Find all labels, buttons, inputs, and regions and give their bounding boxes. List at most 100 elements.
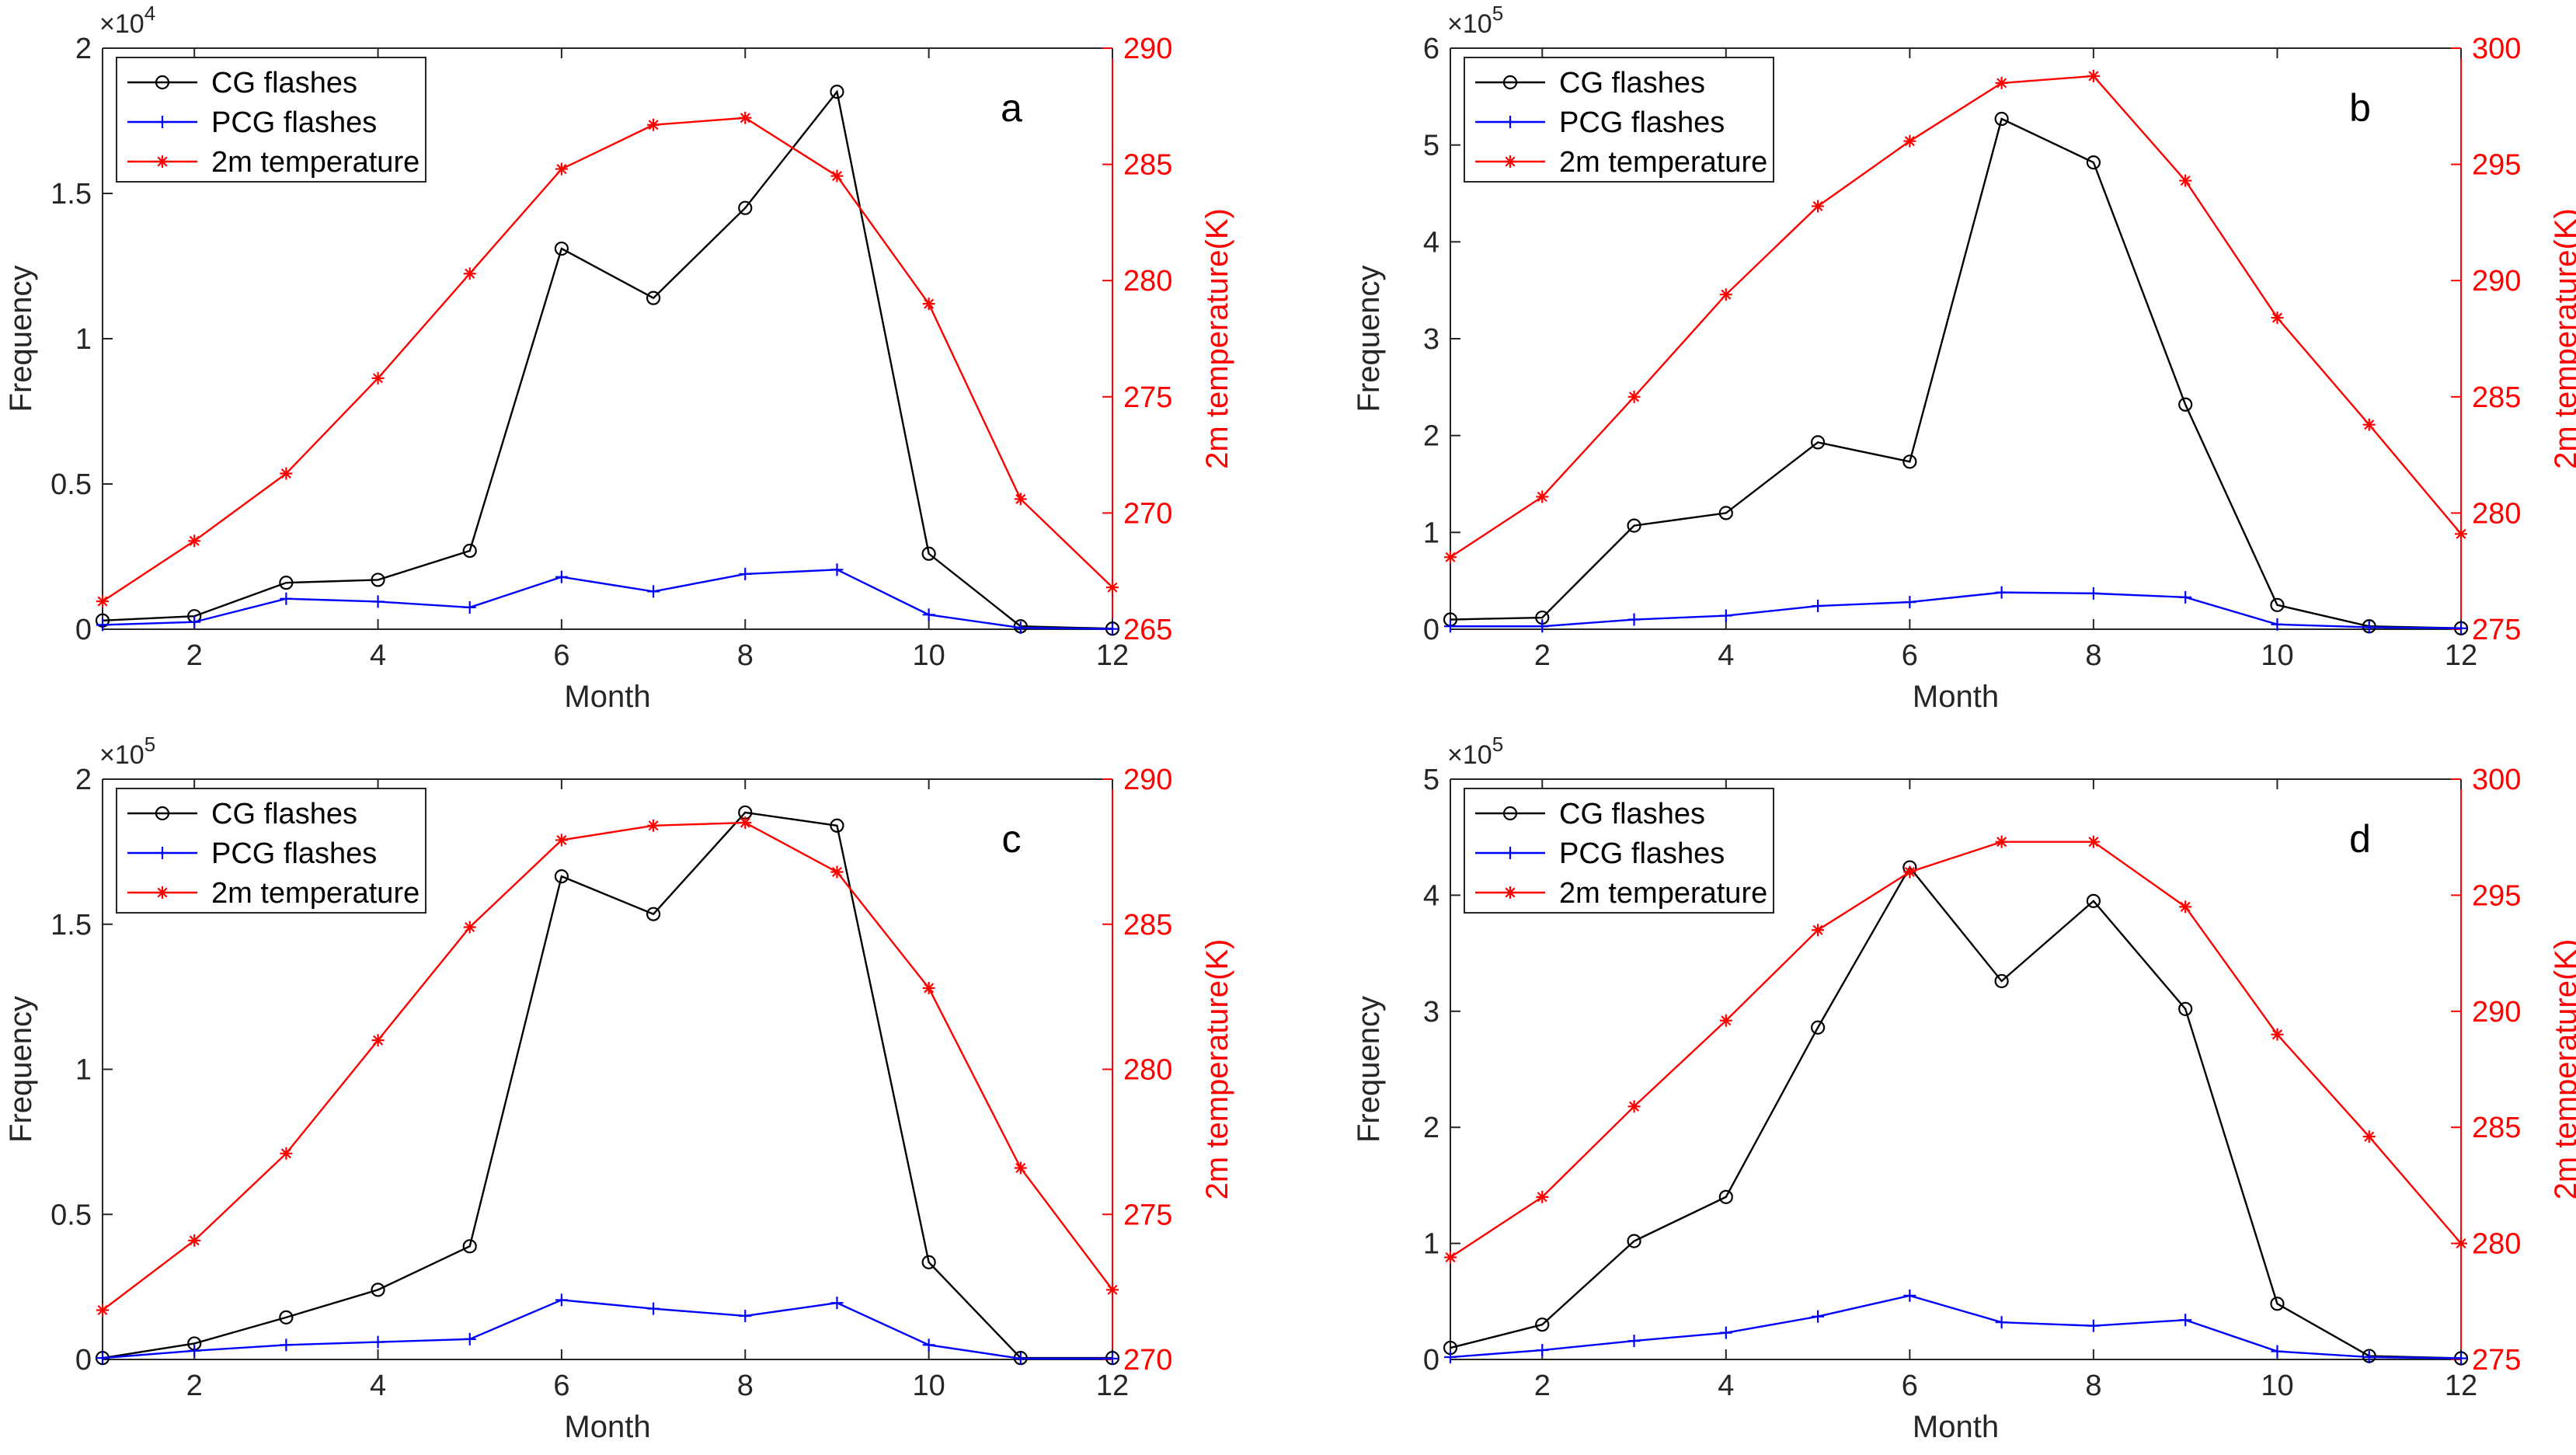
data-point — [188, 534, 201, 548]
data-point — [2362, 621, 2376, 634]
y2-tick-label: 295 — [2472, 879, 2521, 912]
y-tick-label: 2 — [1423, 1112, 1439, 1144]
series-line — [1450, 75, 2462, 559]
data-point — [830, 1297, 844, 1310]
data-point — [279, 576, 294, 590]
y2-tick-label: 290 — [1123, 764, 1172, 796]
data-point — [462, 543, 477, 559]
data-point — [739, 816, 752, 830]
data-point — [280, 467, 293, 480]
legend-label: PCG flashes — [211, 106, 377, 139]
data-point — [646, 907, 661, 921]
data-point — [2178, 397, 2193, 412]
y-exponent-label: ×105 — [1447, 733, 1503, 770]
chart-panel-d: 2 4 6 8 10 12012345275280285290295300×105Mont… — [1352, 733, 2576, 1444]
x-axis-label: Month — [1913, 1410, 1999, 1444]
data-point — [739, 567, 752, 580]
data-point — [1536, 620, 1549, 633]
y-exponent-base: ×10 — [99, 740, 144, 770]
x-tick-label: 6 — [1902, 1370, 1918, 1402]
y-exponent-power: 5 — [1492, 2, 1503, 25]
legend-label: 2m temperature — [1559, 877, 1767, 910]
series-line — [102, 89, 1113, 630]
series-line — [1450, 117, 2462, 629]
legend-marker — [156, 886, 169, 899]
data-point — [555, 1293, 568, 1307]
data-point — [1995, 1316, 2008, 1329]
y2-axis-label: 2m temperature(K) — [2549, 939, 2576, 1200]
series-pcg-flashes — [1444, 1289, 2467, 1365]
data-point — [1719, 609, 1732, 622]
y2-tick-label: 290 — [1123, 33, 1172, 65]
legend-entry: CG flashes — [127, 67, 357, 99]
legend-entry: PCG flashes — [127, 106, 377, 139]
data-point — [1994, 111, 2009, 127]
y2-tick-label: 275 — [2472, 1344, 2521, 1377]
legend-marker — [156, 155, 169, 168]
x-tick-label: 2 — [186, 639, 203, 672]
data-point — [188, 1344, 201, 1357]
data-point — [2362, 1351, 2376, 1364]
data-point — [646, 291, 661, 305]
y-tick-label: 5 — [1423, 764, 1439, 796]
y-axis-label: Frequency — [4, 266, 38, 412]
y-tick-label: 0 — [1423, 614, 1439, 646]
panel-label: a — [1001, 86, 1022, 130]
data-point — [1535, 1318, 1550, 1332]
data-point — [463, 600, 476, 614]
data-point — [1444, 620, 1457, 633]
y-tick-label: 6 — [1423, 33, 1439, 65]
y-tick-label: 3 — [1423, 996, 1439, 1029]
chart-panel-c: 2 4 6 8 10 12 0 0.5 1 1.5 2 270 275 280 285 290 ×105 Mont… — [4, 733, 1234, 1444]
y-tick-label: 1 — [1423, 1228, 1439, 1261]
data-point — [280, 1338, 293, 1352]
data-point — [830, 563, 844, 576]
data-point — [463, 267, 476, 280]
data-point — [555, 162, 568, 176]
legend: CG flashes PCG flashes 2m temperature — [116, 57, 426, 183]
legend-marker — [1504, 116, 1516, 128]
data-point — [2271, 618, 2284, 631]
x-tick-label: 12 — [1096, 1370, 1129, 1402]
data-point — [1812, 924, 1825, 937]
y2-axis-label: 2m temperature(K) — [2549, 208, 2576, 469]
y-tick-label: 0 — [75, 1344, 92, 1377]
y2-tick-label: 275 — [1123, 1199, 1172, 1231]
data-point — [2362, 418, 2376, 431]
y-exponent-power: 5 — [1492, 733, 1503, 756]
y-tick-label: 3 — [1423, 323, 1439, 356]
series-line — [102, 1299, 1112, 1360]
data-point — [2270, 1297, 2285, 1311]
legend-label: CG flashes — [211, 67, 357, 99]
y2-tick-label: 295 — [2472, 149, 2521, 182]
y-tick-label: 1.5 — [50, 178, 92, 211]
y2-tick-label: 280 — [2472, 497, 2521, 530]
data-point — [830, 169, 844, 183]
data-point — [1444, 1251, 1457, 1264]
x-tick-label: 6 — [553, 639, 569, 672]
panel-label: b — [2349, 86, 2371, 130]
x-tick-label: 6 — [1902, 639, 1918, 672]
data-point — [2087, 587, 2100, 600]
data-point — [1719, 1014, 1732, 1027]
x-tick-label: 10 — [912, 639, 945, 672]
series-2m-temperature — [96, 816, 1119, 1317]
x-tick-label: 10 — [2261, 639, 2293, 672]
y-exponent-label: ×105 — [1447, 2, 1503, 39]
legend-entry: 2m temperature — [127, 877, 419, 910]
data-point — [1718, 506, 1733, 520]
legend-marker — [156, 847, 169, 859]
series-line — [1450, 591, 2462, 629]
y-tick-label: 0 — [1423, 1344, 1439, 1377]
data-point — [1903, 134, 1916, 148]
y2-tick-label: 285 — [1123, 909, 1172, 942]
data-point — [1444, 1351, 1457, 1364]
y2-tick-label: 300 — [2472, 33, 2521, 65]
legend-entry: PCG flashes — [1475, 837, 1725, 870]
legend-label: PCG flashes — [1559, 837, 1725, 870]
data-point — [1627, 1100, 1641, 1113]
data-point — [2270, 597, 2285, 612]
legend: CG flashes PCG flashes 2m temperature — [1464, 57, 1774, 183]
data-point — [2179, 590, 2192, 604]
